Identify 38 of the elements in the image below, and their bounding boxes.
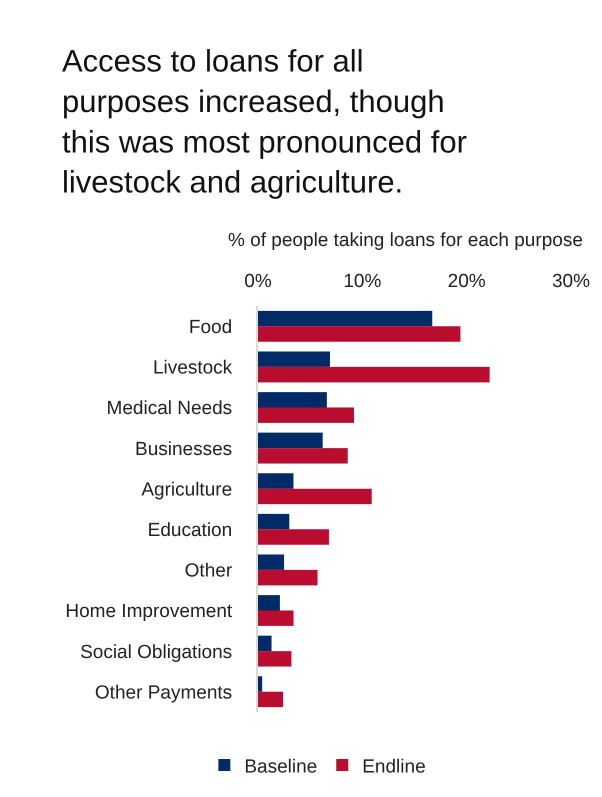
y-tick-label: Other bbox=[184, 560, 233, 582]
legend-label: Endline bbox=[362, 756, 426, 778]
bar bbox=[258, 514, 290, 530]
bar bbox=[258, 529, 329, 545]
bar bbox=[258, 448, 348, 464]
x-tick-label: 10% bbox=[343, 271, 382, 292]
x-tick-label: 30% bbox=[552, 271, 590, 292]
bar bbox=[258, 351, 330, 367]
bar bbox=[258, 366, 490, 382]
y-tick-label: Home Improvement bbox=[65, 601, 233, 622]
x-tick-label: 20% bbox=[448, 271, 486, 292]
bar bbox=[258, 676, 262, 692]
bar bbox=[258, 610, 294, 626]
legend-label: Baseline bbox=[244, 756, 318, 778]
bar bbox=[258, 392, 327, 408]
bar bbox=[258, 554, 284, 570]
bar bbox=[258, 636, 272, 652]
bar bbox=[258, 651, 292, 667]
y-tick-label: Livestock bbox=[152, 358, 233, 379]
y-tick-label: Medical Needs bbox=[106, 398, 232, 420]
bar bbox=[258, 473, 294, 489]
bar bbox=[258, 488, 372, 504]
bar bbox=[258, 326, 460, 342]
bar bbox=[258, 595, 280, 610]
bar bbox=[258, 692, 284, 708]
y-tick-label: Social Obligations bbox=[80, 642, 232, 663]
x-tick-label: 0% bbox=[244, 271, 272, 292]
y-tick-label: Other Payments bbox=[94, 682, 232, 704]
bar bbox=[258, 570, 318, 586]
y-tick-label: Food bbox=[188, 316, 232, 338]
bar bbox=[258, 432, 323, 448]
bar bbox=[258, 408, 354, 423]
bar bbox=[258, 310, 432, 326]
y-tick-label: Agriculture bbox=[141, 479, 232, 500]
chart-subtitle: % of people taking loans for each purpose bbox=[228, 230, 583, 251]
chart-title: Access to loans for all purposes increased, though this was most pronounced for livestock and agriculture. bbox=[62, 44, 467, 200]
y-tick-label: Businesses bbox=[135, 438, 232, 460]
y-tick-label: Education bbox=[148, 520, 232, 541]
